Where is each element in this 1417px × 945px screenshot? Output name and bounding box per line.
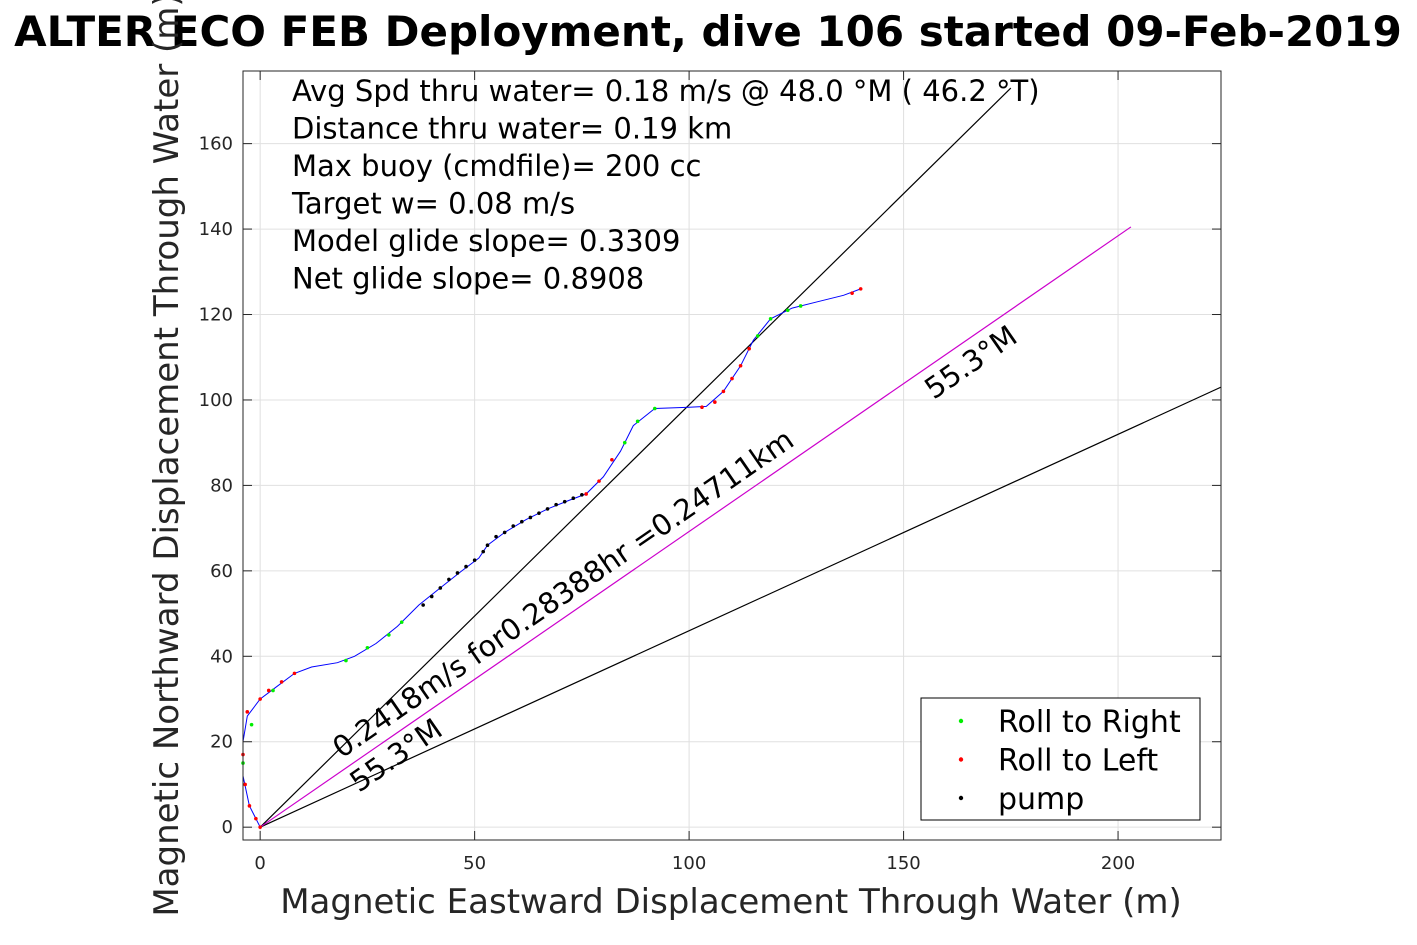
legend-label: pump [998, 782, 1084, 817]
legend-label: Roll to Right [998, 705, 1181, 740]
data-point-roll-to-left [243, 782, 247, 787]
data-point-roll-to-left [584, 492, 588, 496]
info-box: Avg Spd thru water= 0.18 m/s @ 48.0 °M (… [291, 74, 1040, 296]
data-point-pump [554, 502, 558, 507]
data-points [241, 287, 863, 829]
data-point-pump [511, 524, 516, 528]
data-point-roll-to-left [258, 697, 262, 701]
data-point-pump [455, 571, 460, 575]
x-tick-label: 0 [254, 853, 265, 874]
info-line: Avg Spd thru water= 0.18 m/s @ 48.0 °M (… [292, 74, 1040, 108]
data-point-roll-to-left [730, 376, 734, 381]
data-point-roll-to-right [271, 688, 275, 693]
data-point-roll-to-left [279, 680, 284, 684]
info-line: Distance thru water= 0.19 km [292, 112, 732, 146]
info-line: Max buoy (cmdfile)= 200 cc [292, 149, 701, 183]
grid [243, 71, 1221, 840]
tick-labels: 0 50 100 150 200 0 20 40 60 80 100 120 140 160 [199, 134, 1136, 874]
y-tick-label: 100 [199, 390, 233, 411]
ticks [243, 71, 1221, 840]
data-point-pump [421, 603, 425, 607]
heading-line [259, 87, 1012, 828]
data-point-roll-to-right [387, 633, 391, 637]
data-point-pump [502, 530, 507, 535]
heading-line [259, 226, 1132, 828]
legend-marker [958, 718, 964, 724]
y-tick-label: 80 [210, 475, 233, 496]
data-point-pump [562, 499, 567, 504]
data-point-roll-to-left [721, 389, 726, 394]
plot-area [242, 70, 1222, 841]
data-point-roll-to-right [344, 658, 348, 663]
y-tick-label: 120 [199, 305, 233, 326]
x-tick-label: 200 [1101, 853, 1135, 874]
data-point-pump [494, 534, 498, 539]
data-point-pump [580, 493, 584, 497]
data-point-roll-to-right [785, 308, 790, 313]
info-line: Net glide slope= 0.8908 [292, 262, 644, 296]
data-point-pump [571, 496, 576, 501]
data-point-roll-to-left [266, 688, 271, 693]
data-point-pump [520, 519, 524, 524]
x-tick-label: 100 [672, 853, 706, 874]
data-point-pump [464, 564, 468, 569]
data-point-roll-to-right [755, 334, 760, 338]
data-point-roll-to-right [365, 645, 370, 650]
legend-marker [958, 757, 964, 762]
data-point-pump [472, 558, 477, 562]
data-point-pump [447, 577, 451, 582]
data-point-roll-to-left [597, 479, 601, 483]
heading-line [259, 386, 1221, 828]
info-line: Target w= 0.08 m/s [291, 187, 575, 221]
data-point-roll-to-left [254, 816, 258, 821]
data-point-roll-to-right [768, 316, 773, 321]
legend-marker [958, 795, 964, 801]
data-point-roll-to-left [700, 405, 704, 410]
data-point-roll-to-left [258, 825, 262, 829]
data-point-pump [528, 515, 533, 520]
legend-label: Roll to Left [998, 744, 1158, 779]
y-axis-label: Magnetic Northward Displacement Through … [147, 0, 187, 917]
data-point-roll-to-left [245, 710, 250, 714]
data-point-roll-to-right [635, 419, 640, 424]
heading-lines [259, 87, 1221, 828]
data-point-pump [438, 586, 443, 590]
y-tick-label: 0 [222, 817, 233, 838]
x-tick-label: 150 [886, 853, 920, 874]
data-point-roll-to-left [850, 291, 854, 295]
data-point-roll-to-right [399, 620, 404, 624]
info-line: Model glide slope= 0.3309 [292, 224, 680, 258]
annotations: 0.2418m/s for0.28388hr =0.24711km55.3°M5… [326, 319, 1023, 799]
legend-box [920, 697, 1201, 821]
x-axis-label: Magnetic Eastward Displacement Through W… [280, 882, 1182, 922]
data-point-roll-to-left [247, 804, 252, 808]
data-point-pump [485, 543, 490, 548]
data-point-roll-to-right [652, 406, 657, 411]
y-tick-label: 140 [199, 219, 233, 240]
y-tick-label: 60 [210, 561, 233, 582]
data-point-pump [537, 511, 541, 515]
annotation-text: 0.2418m/s for0.28388hr =0.24711km [326, 422, 800, 764]
data-point-roll-to-left [858, 287, 863, 291]
chart-title: ALTER ECO FEB Deployment, dive 106 start… [14, 7, 1402, 56]
data-point-roll-to-left [738, 363, 743, 368]
y-tick-label: 20 [210, 732, 233, 753]
x-tick-label: 50 [463, 853, 486, 874]
data-point-pump [481, 549, 486, 554]
data-point-pump [429, 594, 434, 599]
y-tick-label: 160 [199, 134, 233, 155]
data-point-roll-to-right [249, 722, 254, 727]
data-point-pump [545, 507, 550, 511]
data-point-roll-to-right [622, 440, 627, 445]
data-point-roll-to-left [610, 457, 614, 462]
data-point-roll-to-left [292, 671, 297, 676]
data-point-roll-to-left [747, 346, 751, 351]
data-point-roll-to-right [798, 304, 803, 308]
y-tick-label: 40 [210, 646, 233, 667]
data-point-roll-to-left [713, 400, 717, 404]
